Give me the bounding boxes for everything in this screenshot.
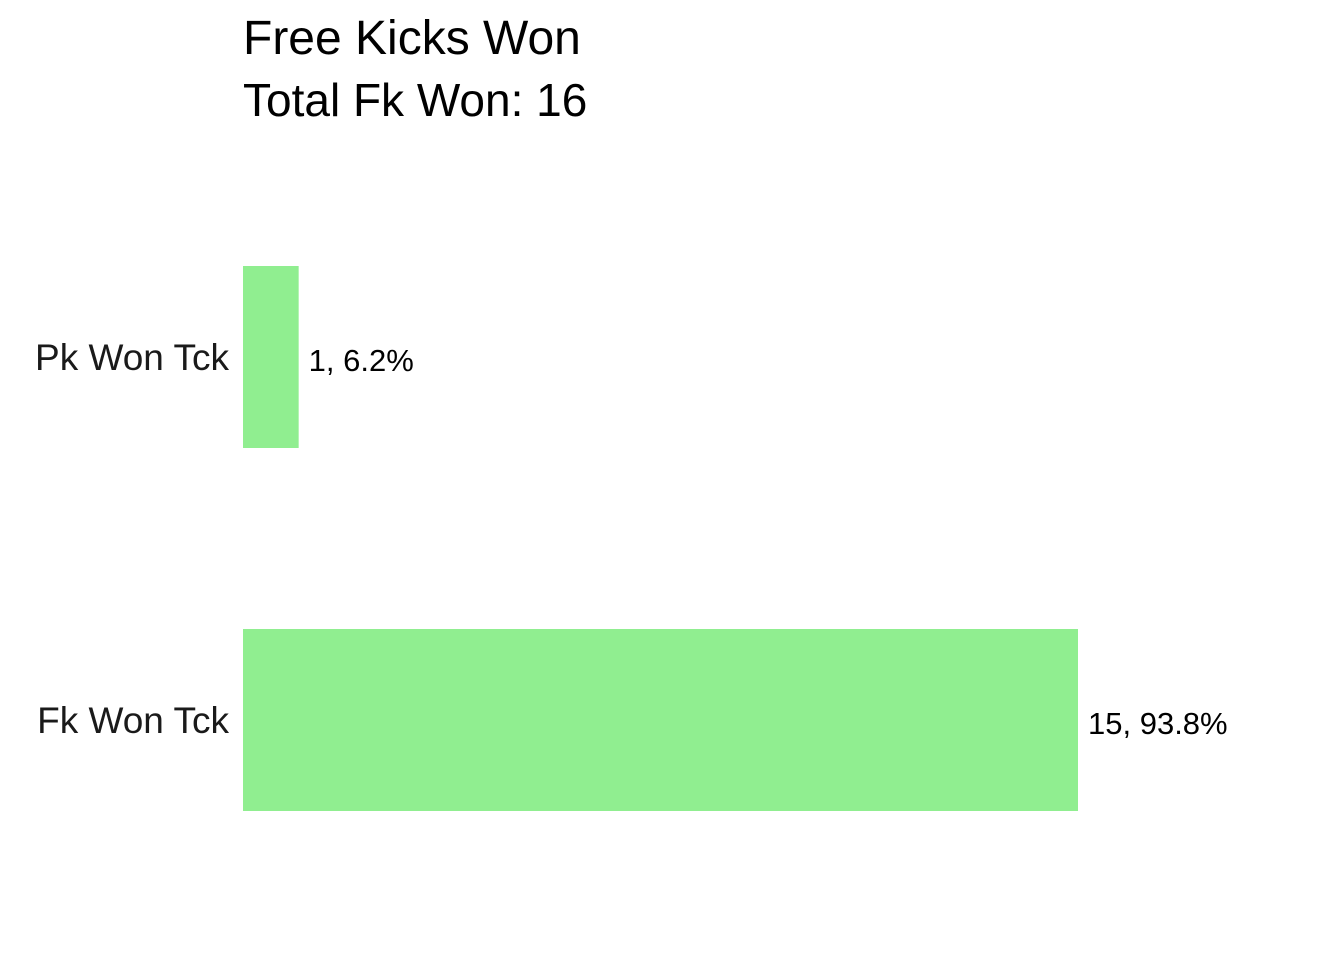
data-label: 1, 6.2% [309, 343, 414, 378]
data-label: 15, 93.8% [1088, 706, 1228, 741]
bar-fk-won-tck [243, 629, 1078, 811]
category-label: Fk Won Tck [37, 700, 229, 741]
chart-title: Free Kicks Won [243, 12, 581, 65]
bars-layer: Pk Won Tck 1, 6.2% Fk Won Tck 15, 93.8% [35, 266, 1228, 811]
category-label: Pk Won Tck [35, 337, 229, 378]
bar-pk-won-tck [243, 266, 299, 448]
chart-subtitle: Total Fk Won: 16 [243, 74, 587, 126]
